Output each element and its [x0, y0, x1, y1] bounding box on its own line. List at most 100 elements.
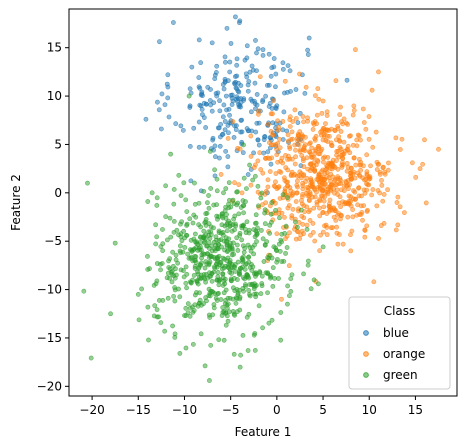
point-green	[276, 276, 281, 281]
point-green	[221, 337, 227, 343]
point-green	[225, 264, 231, 270]
point-orange	[358, 137, 363, 143]
point-green	[180, 249, 186, 255]
point-orange	[382, 171, 388, 177]
point-orange	[292, 107, 298, 113]
point-green	[191, 308, 197, 313]
point-orange	[300, 183, 306, 189]
point-green	[288, 289, 294, 294]
point-blue	[302, 90, 308, 96]
point-green	[273, 208, 278, 213]
point-orange	[323, 121, 328, 127]
point-orange	[359, 193, 364, 199]
point-blue	[212, 143, 218, 149]
point-orange	[314, 112, 320, 118]
point-orange	[275, 118, 280, 124]
point-blue	[222, 127, 228, 133]
points-layer	[81, 14, 441, 383]
point-orange	[351, 188, 356, 194]
point-orange	[324, 113, 330, 118]
point-orange	[295, 184, 300, 190]
point-orange	[376, 161, 382, 167]
point-orange	[381, 192, 387, 197]
point-orange	[350, 112, 356, 118]
point-orange	[354, 143, 360, 149]
point-green	[270, 283, 276, 289]
point-green	[196, 200, 202, 206]
point-orange	[353, 162, 359, 168]
point-green	[234, 277, 240, 282]
point-green	[252, 173, 258, 179]
point-orange	[338, 104, 343, 110]
point-orange	[401, 210, 407, 216]
point-green	[242, 282, 248, 287]
point-orange	[275, 159, 281, 165]
point-orange	[325, 155, 331, 160]
point-blue	[305, 52, 311, 57]
point-blue	[237, 18, 243, 24]
point-orange	[273, 142, 279, 148]
point-green	[224, 242, 230, 248]
point-orange	[350, 171, 356, 177]
point-green	[164, 237, 170, 243]
point-blue	[274, 103, 280, 109]
point-orange	[368, 163, 373, 169]
point-orange	[287, 124, 293, 129]
point-orange	[307, 141, 312, 147]
point-orange	[360, 217, 365, 223]
point-green	[207, 315, 213, 320]
point-orange	[334, 182, 340, 187]
point-green	[177, 351, 183, 356]
point-blue	[251, 150, 257, 156]
point-blue	[248, 96, 254, 102]
point-orange	[351, 103, 357, 109]
point-green	[219, 266, 225, 272]
point-orange	[364, 223, 370, 229]
point-orange	[289, 215, 295, 221]
point-green	[214, 202, 220, 208]
point-green	[284, 245, 290, 250]
point-orange	[352, 47, 358, 53]
point-orange	[397, 204, 403, 210]
point-blue	[252, 101, 258, 107]
point-green	[316, 281, 321, 287]
point-orange	[417, 166, 423, 172]
point-blue	[242, 57, 248, 63]
point-orange	[317, 248, 323, 254]
point-orange	[334, 224, 340, 230]
point-green	[202, 265, 208, 271]
point-green	[218, 297, 224, 302]
point-blue	[239, 117, 244, 123]
point-green	[160, 297, 166, 303]
point-orange	[346, 193, 352, 199]
point-blue	[228, 92, 234, 98]
point-orange	[255, 158, 261, 164]
legend-title: Class	[384, 304, 416, 318]
point-orange	[322, 129, 328, 135]
point-orange	[317, 205, 322, 211]
point-orange	[319, 110, 325, 116]
point-blue	[281, 109, 287, 115]
point-green	[285, 301, 290, 307]
point-blue	[280, 66, 286, 72]
point-orange	[346, 186, 351, 192]
point-blue	[266, 51, 272, 57]
point-blue	[209, 40, 215, 46]
point-orange	[354, 212, 360, 218]
point-orange	[286, 263, 292, 269]
point-orange	[329, 143, 335, 149]
point-orange	[312, 187, 318, 193]
point-green	[88, 355, 94, 361]
point-green	[183, 345, 189, 351]
point-green	[231, 351, 237, 357]
point-orange	[361, 187, 367, 193]
point-green	[196, 222, 202, 228]
point-orange	[351, 155, 357, 161]
x-axis-label: Feature 1	[235, 425, 292, 439]
point-blue	[221, 86, 227, 92]
point-orange	[394, 200, 400, 205]
point-green	[274, 259, 280, 265]
point-orange	[321, 198, 327, 204]
point-green	[145, 253, 150, 259]
point-green	[158, 320, 164, 326]
